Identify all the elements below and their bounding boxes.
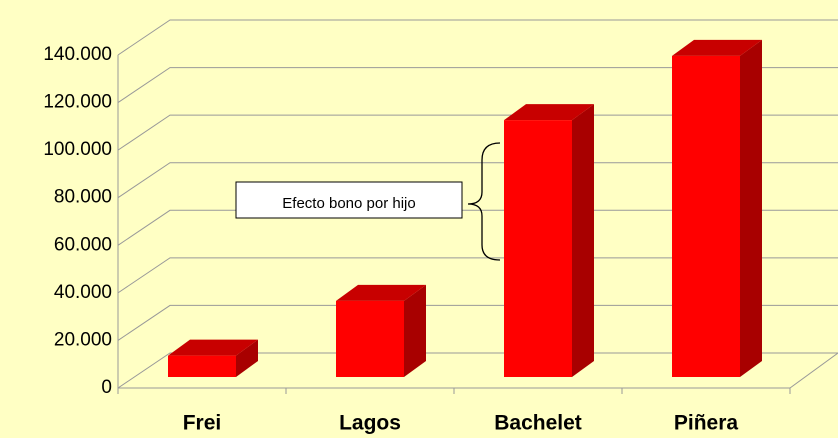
bar-face (672, 39, 762, 56)
bar (168, 339, 258, 377)
bar-face (336, 300, 404, 377)
x-tick-label: Bachelet (494, 412, 582, 435)
bar-face (572, 104, 594, 377)
y-tick-label: 100.000 (43, 139, 112, 160)
grid-line (117, 257, 838, 294)
bar-face (504, 104, 594, 121)
bar (504, 104, 594, 377)
annotation: Efecto bono por hijo (282, 195, 415, 212)
annotation-box (235, 181, 463, 219)
grid-line (117, 209, 838, 246)
bar (672, 39, 762, 378)
bar-face (168, 355, 236, 377)
x-tick-label: Lagos (339, 412, 401, 435)
y-tick-label: 80.000 (54, 187, 112, 208)
grid-line (117, 162, 838, 199)
grid-line (117, 19, 838, 56)
bar-face (504, 120, 572, 377)
bar-face (168, 339, 258, 356)
y-tick-label: 0 (101, 377, 112, 398)
bar-face (236, 339, 258, 377)
grid-line (117, 67, 838, 103)
bar-face (740, 39, 762, 378)
y-tick-label: 40.000 (54, 282, 112, 303)
brace (467, 142, 501, 261)
y-tick-label: 140.000 (43, 44, 112, 65)
grid-line (117, 304, 838, 341)
axis (789, 352, 838, 389)
x-tick-label: Frei (183, 412, 222, 435)
bar-face (672, 55, 740, 378)
y-tick-label: 60.000 (54, 234, 112, 255)
x-tick-label: Piñera (674, 412, 739, 435)
bar (336, 284, 426, 377)
bar-face (336, 284, 426, 301)
bar-face (404, 284, 426, 377)
y-tick-label: 120.000 (43, 92, 112, 113)
grid-line (117, 114, 838, 151)
y-tick-label: 20.000 (54, 329, 112, 350)
grid-line (117, 352, 838, 389)
